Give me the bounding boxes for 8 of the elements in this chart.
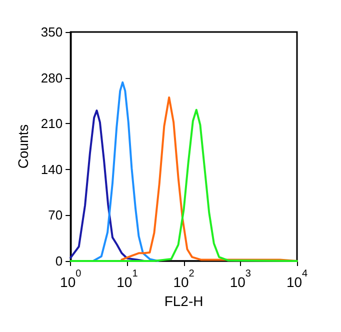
x-axis-title: FL2-H: [164, 292, 204, 309]
y-axis-title: Counts: [15, 124, 31, 169]
y-tick-label: 210: [40, 116, 63, 132]
y-tick-label: 280: [40, 70, 63, 86]
y-tick-label: 0: [55, 254, 63, 268]
y-tick-label: 350: [40, 24, 63, 40]
y-tick-label: 70: [48, 208, 63, 223]
y-tick-label: 140: [40, 162, 63, 177]
